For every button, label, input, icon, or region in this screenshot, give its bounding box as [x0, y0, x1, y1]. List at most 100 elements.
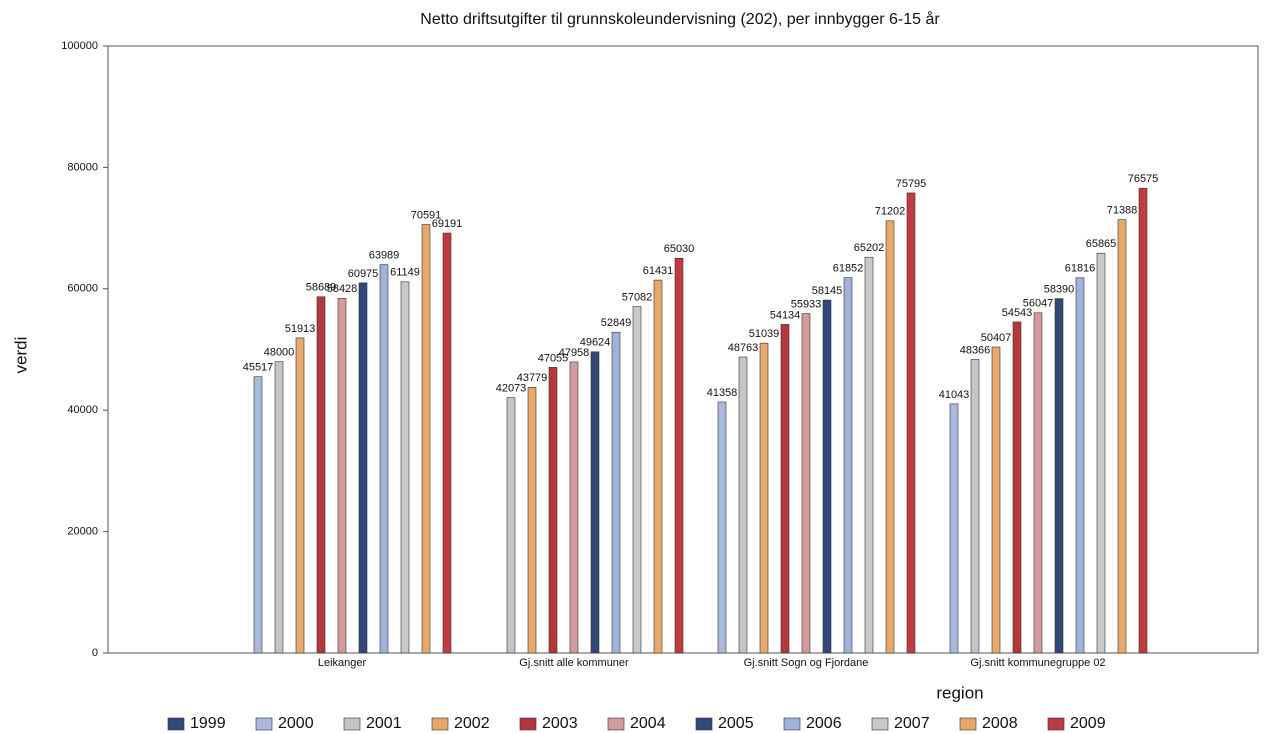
bar	[506, 397, 516, 654]
legend-label: 2006	[806, 715, 842, 732]
value-label: 60975	[348, 268, 379, 280]
value-label: 61149	[390, 267, 420, 279]
bar	[632, 306, 642, 654]
y-axis-label: verdi	[11, 337, 30, 374]
value-label: 61852	[833, 262, 864, 274]
bar	[906, 192, 916, 654]
value-label: 71388	[1107, 205, 1138, 217]
value-label: 52849	[601, 317, 632, 329]
legend-label: 1999	[190, 715, 226, 732]
bar	[253, 376, 263, 654]
value-label: 57082	[622, 291, 653, 303]
bar	[949, 403, 959, 654]
bar	[1012, 321, 1022, 654]
bar	[822, 299, 832, 654]
bar	[442, 232, 452, 654]
value-label: 61816	[1065, 263, 1096, 275]
legend-swatch	[783, 717, 801, 731]
legend-swatch	[343, 717, 361, 731]
bar	[379, 264, 389, 654]
bar	[358, 282, 368, 654]
value-label: 51039	[749, 328, 780, 340]
value-label: 61431	[643, 265, 674, 277]
bar	[653, 279, 663, 654]
legend-swatch	[255, 717, 273, 731]
value-label: 65202	[854, 242, 885, 254]
value-label: 55933	[791, 298, 822, 310]
chart-title: Netto driftsutgifter til grunnskoleunder…	[420, 10, 940, 28]
y-tick-label: 100000	[61, 40, 98, 52]
value-label: 50407	[981, 332, 1012, 344]
value-label: 42073	[496, 383, 527, 395]
legend-label: 2003	[542, 715, 578, 732]
value-label: 71202	[875, 206, 906, 218]
bar	[991, 346, 1001, 654]
legend-label: 2004	[630, 715, 666, 732]
bar	[590, 351, 600, 654]
legend-label: 2002	[454, 715, 490, 732]
legend-swatch	[607, 717, 625, 731]
bar	[548, 367, 558, 654]
bar	[759, 342, 769, 654]
bar	[843, 277, 853, 654]
value-label: 48763	[728, 342, 759, 354]
bar	[295, 337, 305, 654]
legend-swatch	[167, 717, 185, 731]
bar	[717, 401, 727, 654]
value-label: 76575	[1128, 173, 1159, 185]
bar	[527, 386, 537, 654]
legend-label: 2001	[366, 715, 402, 732]
value-label: 58145	[812, 285, 843, 297]
value-label: 65865	[1086, 238, 1117, 250]
y-tick-label: 60000	[67, 283, 98, 295]
bar	[1096, 252, 1106, 654]
bar	[738, 356, 748, 654]
legend-swatch	[431, 717, 449, 731]
bar	[1117, 219, 1127, 654]
legend-swatch	[871, 717, 889, 731]
x-axis-label: region	[936, 683, 983, 702]
value-label: 51913	[285, 323, 316, 335]
x-tick-label: Gj.snitt kommunegruppe 02	[970, 657, 1105, 669]
bar	[970, 359, 980, 654]
value-label: 49624	[580, 337, 611, 349]
legend-label: 2005	[718, 715, 754, 732]
legend-swatch	[695, 717, 713, 731]
legend-label: 2000	[278, 715, 314, 732]
value-label: 41358	[707, 387, 738, 399]
value-label: 58428	[327, 283, 358, 295]
legend-swatch	[519, 717, 537, 731]
bar	[316, 296, 326, 654]
bar	[801, 313, 811, 654]
value-label: 41043	[939, 389, 970, 401]
value-label: 54134	[770, 309, 801, 321]
bar	[885, 220, 895, 654]
y-tick-label: 80000	[67, 161, 98, 173]
bar	[1033, 312, 1043, 654]
legend-label: 2008	[982, 715, 1018, 732]
value-label: 63989	[369, 249, 400, 261]
bar	[421, 224, 431, 654]
value-label: 48366	[960, 344, 991, 356]
y-tick-label: 20000	[67, 526, 98, 538]
value-label: 54543	[1002, 307, 1033, 319]
bar	[674, 257, 684, 654]
bar	[1075, 277, 1085, 654]
x-tick-label: Leikanger	[318, 657, 367, 669]
legend-swatch	[959, 717, 977, 731]
value-label: 56047	[1023, 298, 1054, 310]
value-label: 65030	[664, 243, 695, 255]
legend-swatch	[1047, 717, 1065, 731]
y-tick-label: 0	[92, 647, 98, 659]
x-tick-label: Gj.snitt Sogn og Fjordane	[744, 657, 869, 669]
y-tick-label: 40000	[67, 404, 98, 416]
bar	[569, 361, 579, 654]
bar	[337, 298, 347, 654]
value-label: 43779	[517, 372, 548, 384]
bar	[1138, 187, 1148, 654]
value-label: 58689	[306, 282, 337, 294]
bar	[611, 331, 621, 654]
value-label: 69191	[432, 218, 463, 230]
bar	[1054, 298, 1064, 654]
